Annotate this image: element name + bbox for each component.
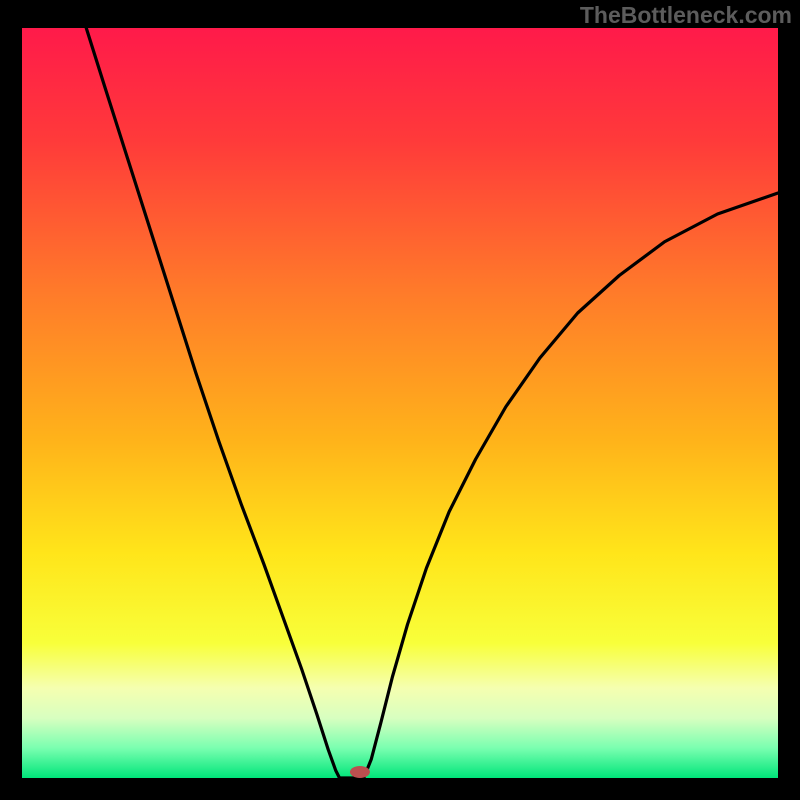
watermark-text: TheBottleneck.com	[580, 2, 792, 29]
bottleneck-chart	[0, 0, 800, 800]
vertex-marker	[350, 766, 370, 778]
chart-frame: TheBottleneck.com	[0, 0, 800, 800]
chart-background	[22, 28, 778, 778]
